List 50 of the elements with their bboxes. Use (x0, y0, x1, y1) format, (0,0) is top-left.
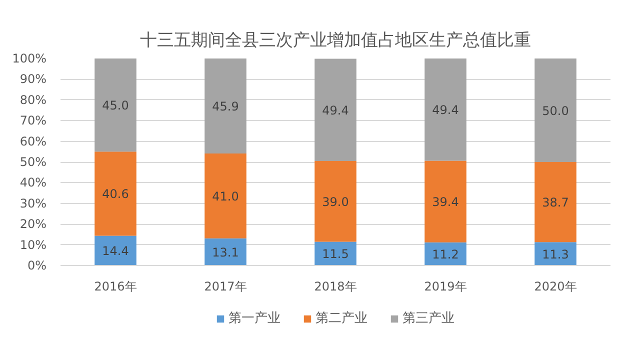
legend-label: 第一产业 (228, 310, 280, 327)
bar (424, 242, 466, 266)
bar (534, 162, 576, 242)
bar (314, 58, 356, 161)
y-tick-label: 20% (20, 217, 46, 232)
bar (94, 236, 136, 266)
data-label: 14.4 (102, 244, 129, 258)
x-tick-label: 2020年 (534, 280, 577, 294)
data-label: 49.4 (432, 103, 459, 118)
bar (94, 152, 136, 236)
x-tick-label: 2018年 (314, 280, 357, 294)
y-tick-label: 60% (20, 134, 46, 148)
data-label: 39.4 (432, 195, 459, 210)
data-label: 11.5 (322, 247, 349, 262)
y-tick-label: 90% (20, 72, 46, 86)
x-tick-label: 2016年 (94, 280, 137, 294)
bar (204, 58, 246, 154)
y-tick-label: 50% (20, 155, 46, 169)
data-label: 11.3 (542, 247, 569, 262)
y-tick-label: 10% (20, 238, 46, 252)
bar (314, 242, 356, 266)
y-tick-label: 70% (20, 114, 46, 128)
x-tick-label: 2019年 (424, 280, 467, 294)
bar (314, 160, 356, 242)
bar (94, 58, 136, 152)
data-label: 45.9 (212, 100, 239, 114)
data-label: 38.7 (542, 196, 569, 210)
data-label: 13.1 (212, 245, 239, 260)
bar (204, 238, 246, 266)
y-tick-label: 80% (20, 92, 46, 107)
y-tick-label: 30% (20, 196, 46, 210)
bar (424, 160, 466, 242)
y-tick-label: 100% (12, 52, 47, 66)
bar (534, 58, 576, 162)
x-tick-label: 2017年 (204, 280, 247, 294)
data-label: 45.0 (102, 98, 129, 113)
bar (204, 154, 246, 238)
y-tick-label: 0% (27, 258, 47, 272)
y-tick-label: 40% (20, 176, 46, 190)
data-label: 39.0 (322, 194, 349, 209)
legend-label: 第二产业 (316, 310, 368, 327)
data-label: 50.0 (542, 104, 569, 118)
chart-title: 十三五期间全县三次产业增加值占地区生产总值比重 (140, 30, 531, 50)
bar (424, 58, 466, 161)
data-label: 11.2 (432, 247, 459, 262)
bar (534, 242, 576, 266)
data-label: 41.0 (212, 189, 239, 204)
legend-label: 第三产业 (402, 310, 454, 327)
data-label: 49.4 (322, 103, 349, 118)
data-label: 40.6 (102, 187, 129, 202)
